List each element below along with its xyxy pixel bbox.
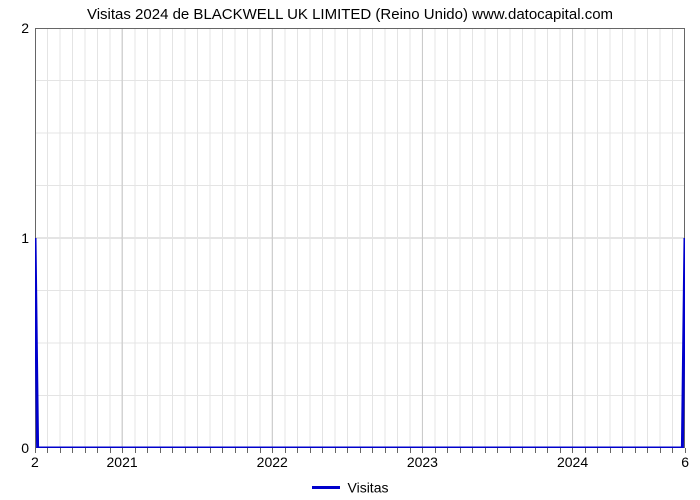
x-minor-tick (110, 448, 111, 453)
x-minor-tick (235, 448, 236, 453)
x-minor-tick (72, 448, 73, 453)
x-minor-tick (547, 448, 548, 453)
x-minor-tick (560, 448, 561, 453)
x-minor-tick (97, 448, 98, 453)
x-minor-tick (335, 448, 336, 453)
x-minor-tick (122, 448, 123, 453)
legend-label: Visitas (348, 479, 389, 495)
x-minor-tick (197, 448, 198, 453)
x-minor-tick (497, 448, 498, 453)
chart-title: Visitas 2024 de BLACKWELL UK LIMITED (Re… (0, 6, 700, 23)
x-minor-tick (472, 448, 473, 453)
x-minor-tick (272, 448, 273, 453)
x-minor-tick (522, 448, 523, 453)
x-minor-tick (310, 448, 311, 453)
legend-swatch (312, 486, 340, 489)
x-minor-tick (147, 448, 148, 453)
x-minor-tick (485, 448, 486, 453)
x-minor-tick (135, 448, 136, 453)
x-minor-tick (672, 448, 673, 453)
x-minor-tick (572, 448, 573, 453)
x-end-label-right: 6 (681, 448, 689, 470)
chart-container: Visitas 2024 de BLACKWELL UK LIMITED (Re… (0, 0, 700, 500)
x-minor-tick (460, 448, 461, 453)
legend: Visitas (0, 478, 700, 495)
x-minor-tick (160, 448, 161, 453)
y-tick-label: 2 (21, 20, 35, 36)
x-minor-tick (372, 448, 373, 453)
x-minor-tick (397, 448, 398, 453)
x-minor-tick (185, 448, 186, 453)
x-minor-tick (422, 448, 423, 453)
x-minor-tick (85, 448, 86, 453)
x-minor-tick (297, 448, 298, 453)
x-minor-tick (635, 448, 636, 453)
x-minor-tick (60, 448, 61, 453)
x-minor-tick (222, 448, 223, 453)
x-minor-tick (535, 448, 536, 453)
x-minor-tick (285, 448, 286, 453)
x-minor-tick (347, 448, 348, 453)
x-minor-tick (447, 448, 448, 453)
x-minor-tick (622, 448, 623, 453)
x-minor-tick (247, 448, 248, 453)
x-minor-tick (597, 448, 598, 453)
x-minor-tick (435, 448, 436, 453)
x-minor-tick (322, 448, 323, 453)
x-minor-tick (385, 448, 386, 453)
x-minor-tick (360, 448, 361, 453)
x-minor-tick (410, 448, 411, 453)
chart-svg (35, 28, 685, 448)
x-minor-tick (47, 448, 48, 453)
x-minor-tick (585, 448, 586, 453)
x-minor-tick (647, 448, 648, 453)
x-minor-tick (172, 448, 173, 453)
plot-area: 012202120222023202426 (35, 28, 685, 448)
x-minor-tick (510, 448, 511, 453)
x-minor-tick (260, 448, 261, 453)
x-minor-tick (610, 448, 611, 453)
x-minor-tick (660, 448, 661, 453)
x-end-label-left: 2 (31, 448, 39, 470)
x-minor-tick (210, 448, 211, 453)
y-tick-label: 1 (21, 230, 35, 246)
